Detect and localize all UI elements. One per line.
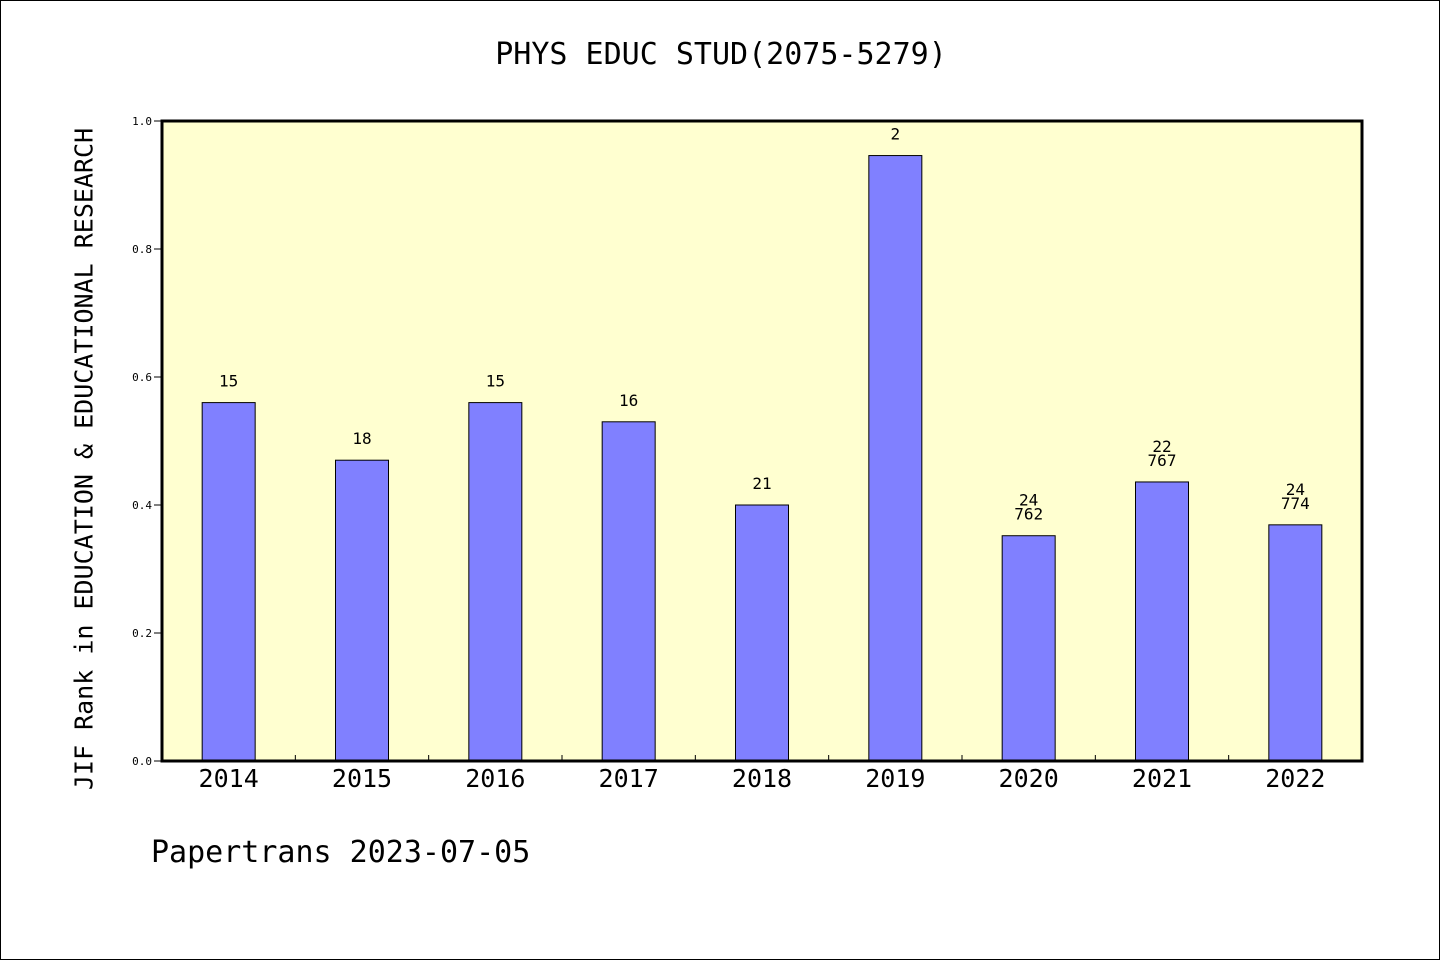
bar-2022 [1268, 524, 1323, 762]
bar-label-2015-0: 18 [352, 429, 371, 448]
bar-label-2020-0: 24 [1019, 491, 1038, 510]
bar-label-2020-1: 762 [1014, 505, 1043, 524]
bars [201, 155, 1323, 762]
bar-2019 [868, 155, 923, 762]
bar-label-2021-1: 767 [1148, 451, 1177, 470]
bar-2021 [1135, 481, 1189, 762]
axis-ticks: 2014 2015 2016 2017 2018 2019 2020 2021 2022 0.0 0… [132, 115, 1325, 793]
y-tick-label-0.2: 0.2 [132, 627, 152, 640]
x-tick-label-2019: 2019 [865, 764, 925, 793]
y-tick-label-0.0: 0.0 [132, 755, 152, 768]
y-tick-label-0.4: 0.4 [132, 499, 152, 512]
y-tick-label-0.8: 0.8 [132, 243, 152, 256]
plot-frame [160, 119, 1364, 763]
x-tick-label-2020: 2020 [999, 764, 1059, 793]
bar-label-2018-0: 21 [752, 474, 771, 493]
bar-label-2014-0: 15 [219, 372, 238, 391]
y-tick-label-1.0: 1.0 [132, 115, 152, 128]
y-tick-label-0.6: 0.6 [132, 371, 152, 384]
bar-2016 [468, 402, 523, 762]
x-tick-label-2021: 2021 [1132, 764, 1192, 793]
bar-2018 [735, 504, 789, 762]
bar-2014 [201, 402, 256, 762]
chart-title: PHYS EDUC STUD(2075-5279) [495, 37, 947, 72]
x-tick-label-2017: 2017 [599, 764, 659, 793]
x-tick-label-2016: 2016 [465, 764, 525, 793]
bar-2017 [601, 421, 656, 762]
bar-label-2016-0: 15 [486, 372, 505, 391]
x-tick-label-2018: 2018 [732, 764, 792, 793]
bar-label-2017-0: 16 [619, 391, 638, 410]
bar-2020 [1001, 535, 1056, 762]
bar-label-2019-0: 2 [891, 125, 901, 144]
bar-label-2022-0: 24 [1286, 480, 1305, 499]
footer-credit: Papertrans 2023-07-05 [151, 835, 531, 870]
bar-2015 [335, 459, 389, 762]
bar-label-2021-0: 22 [1152, 437, 1171, 456]
x-tick-label-2022: 2022 [1265, 764, 1325, 793]
x-tick-label-2015: 2015 [332, 764, 392, 793]
x-tick-label-2014: 2014 [199, 764, 259, 793]
bar-label-2022-1: 774 [1281, 494, 1310, 513]
